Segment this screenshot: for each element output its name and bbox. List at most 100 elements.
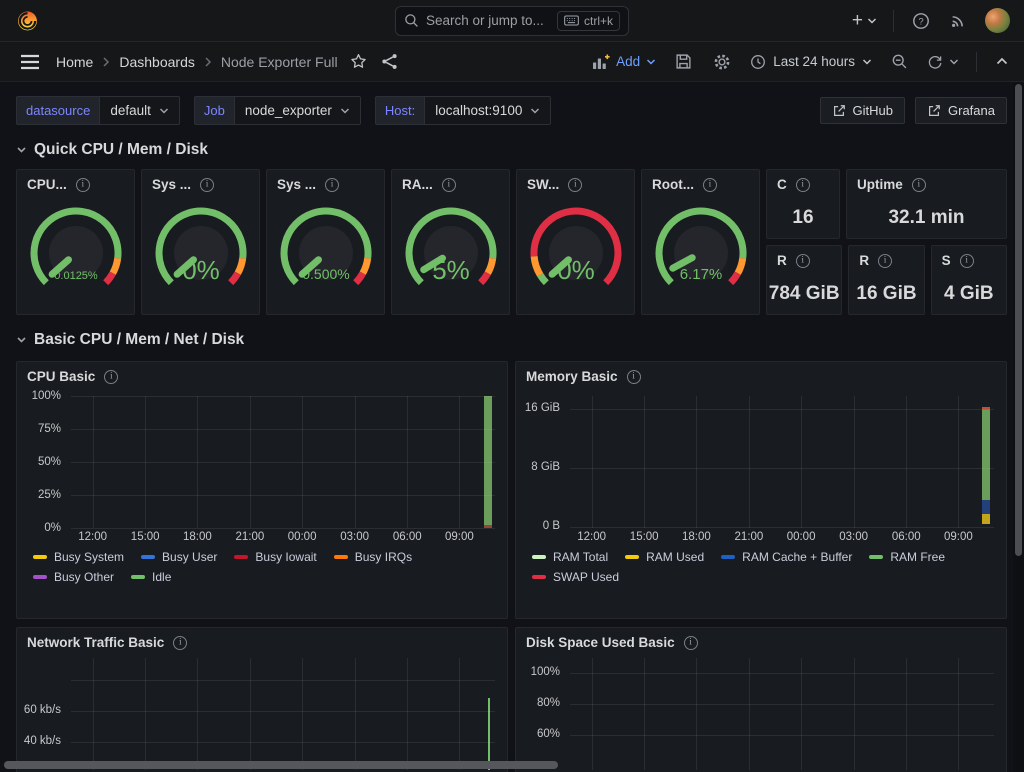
y-tick: 75%: [37, 423, 61, 435]
info-icon[interactable]: [626, 369, 641, 384]
x-tick: 15:00: [130, 531, 160, 543]
plus-icon: +: [851, 10, 863, 31]
mega-menu-toggle[interactable]: [14, 50, 46, 74]
refresh-button[interactable]: [927, 54, 959, 70]
info-icon[interactable]: [200, 177, 215, 192]
x-tick: 21:00: [734, 531, 764, 543]
row-quick-cpu-mem-disk[interactable]: Quick CPU / Mem / Disk: [16, 141, 1007, 159]
gauge-visualization[interactable]: 0.0125%: [21, 194, 131, 296]
row-basic-cpu-mem-net-disk[interactable]: Basic CPU / Mem / Net / Disk: [16, 331, 1007, 349]
info-icon[interactable]: [878, 253, 893, 268]
search-input[interactable]: Search or jump to... ctrl+k: [395, 5, 629, 36]
info-icon[interactable]: [683, 635, 698, 650]
gridline: [71, 429, 495, 430]
gauge-visualization[interactable]: 5%: [396, 194, 506, 296]
news-button[interactable]: [948, 10, 969, 31]
gridline: [591, 658, 593, 770]
panel-memory-basic: Memory Basic 16 GiB 8 GiB 0 B 12:00 15:0…: [515, 361, 1007, 619]
gridline: [696, 658, 698, 770]
memory-basic-plot[interactable]: [570, 396, 994, 528]
grafana-link-button[interactable]: Grafana: [915, 97, 1007, 124]
info-icon[interactable]: [104, 369, 119, 384]
share-button[interactable]: [379, 51, 400, 72]
disk-basic-chart: 100% 80% 60%: [526, 658, 994, 770]
info-icon[interactable]: [959, 253, 974, 268]
info-icon[interactable]: [325, 177, 340, 192]
legend-swatch: [234, 555, 249, 559]
info-icon[interactable]: [795, 177, 810, 192]
gauge-visualization[interactable]: 0%: [146, 194, 256, 296]
legend-item[interactable]: Idle: [131, 570, 171, 584]
gridline: [696, 396, 698, 528]
legend-item[interactable]: Busy System: [33, 550, 124, 564]
memory-basic-legend: RAM Total RAM Used RAM Cache + Buffer RA…: [516, 545, 1006, 592]
gauge-visualization[interactable]: 0%: [521, 194, 631, 296]
user-avatar[interactable]: [985, 8, 1010, 33]
vertical-scrollbar-thumb[interactable]: [1015, 84, 1022, 556]
y-tick: 40 kb/s: [23, 735, 61, 747]
new-button[interactable]: +: [852, 11, 877, 30]
x-tick: 09:00: [444, 531, 474, 543]
time-range-picker[interactable]: Last 24 hours: [750, 54, 872, 70]
legend-item[interactable]: Busy IRQs: [333, 550, 412, 564]
info-icon[interactable]: [703, 177, 717, 192]
gauge-visualization[interactable]: 0.500%: [271, 194, 381, 296]
variable-value-dropdown[interactable]: localhost:9100: [424, 96, 552, 125]
horizontal-scrollbar-thumb[interactable]: [4, 761, 558, 769]
dashboard-links: GitHub Grafana: [819, 97, 1007, 124]
legend-item[interactable]: Busy Iowait: [234, 550, 317, 564]
variable-value-dropdown[interactable]: node_exporter: [233, 96, 361, 125]
dashboard-settings-button[interactable]: [711, 51, 733, 73]
legend-item[interactable]: RAM Cache + Buffer: [721, 550, 852, 564]
panel-title: CPU...: [27, 177, 67, 192]
grafana-logo[interactable]: [14, 7, 41, 34]
svg-text:0%: 0%: [182, 255, 220, 285]
gauge-visualization[interactable]: 6.17%: [646, 194, 756, 296]
breadcrumb-home[interactable]: Home: [56, 53, 94, 70]
help-button[interactable]: ?: [910, 10, 932, 32]
divider: [893, 9, 894, 32]
gridline: [570, 409, 994, 411]
stat-value: 16 GiB: [856, 283, 917, 304]
panel-root-fs-used: Root... 6.17%: [641, 169, 760, 315]
info-icon[interactable]: [441, 177, 456, 192]
panel-title: Sys ...: [277, 177, 317, 192]
legend-item[interactable]: SWAP Used: [532, 570, 619, 584]
github-link-button[interactable]: GitHub: [819, 97, 906, 124]
cpu-basic-plot[interactable]: [71, 396, 495, 529]
legend-item[interactable]: RAM Free: [869, 550, 945, 564]
gridline: [145, 396, 147, 528]
info-icon[interactable]: [75, 177, 90, 192]
panel-title: Disk Space Used Basic: [526, 635, 675, 650]
external-link-icon: [833, 104, 845, 116]
legend-item[interactable]: Busy Other: [33, 570, 114, 584]
chevron-down-icon: [340, 107, 349, 114]
network-spike: [488, 698, 491, 770]
disk-basic-plot[interactable]: [570, 658, 994, 770]
gridline: [906, 658, 908, 770]
info-icon[interactable]: [795, 253, 810, 268]
favorite-star-button[interactable]: [348, 51, 369, 72]
y-axis: 100% 80% 60%: [526, 658, 564, 770]
info-icon[interactable]: [568, 177, 583, 192]
legend-item[interactable]: Busy User: [141, 550, 217, 564]
add-button[interactable]: Add: [592, 54, 656, 70]
chevron-right-icon: [103, 56, 110, 67]
refresh-icon: [928, 55, 942, 69]
chevron-right-icon: [205, 56, 211, 67]
gridline: [145, 658, 147, 770]
legend-item[interactable]: RAM Used: [625, 550, 704, 564]
zoom-out-time-button[interactable]: [889, 51, 910, 72]
network-basic-plot[interactable]: [71, 658, 495, 770]
save-dashboard-button[interactable]: [673, 51, 694, 72]
info-icon[interactable]: [173, 635, 188, 650]
network-basic-chart: 60 kb/s 40 kb/s: [23, 658, 495, 770]
svg-text:?: ?: [918, 16, 923, 27]
y-tick: 80%: [536, 697, 560, 709]
legend-item[interactable]: RAM Total: [532, 550, 608, 564]
variable-value-dropdown[interactable]: default: [99, 96, 180, 125]
breadcrumb-dashboards[interactable]: Dashboards: [119, 53, 195, 70]
external-link-icon: [929, 104, 940, 116]
collapse-toolbar-button[interactable]: [994, 55, 1010, 68]
info-icon[interactable]: [911, 177, 926, 192]
